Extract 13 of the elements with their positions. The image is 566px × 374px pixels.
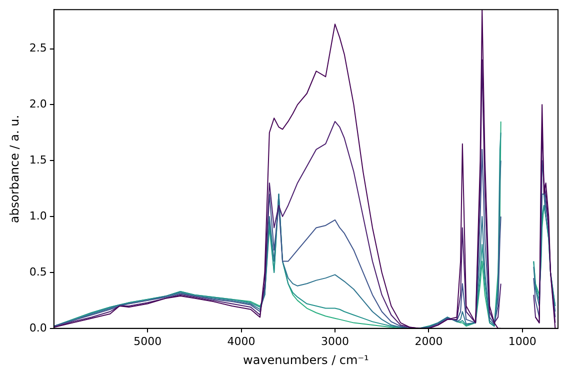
y-tick-label: 0.0 (29, 321, 47, 334)
y-tick-label: 2.5 (29, 42, 47, 55)
y-tick-label: 0.5 (29, 265, 47, 278)
x-tick-label: 3000 (320, 334, 349, 348)
y-tick-label: 1.0 (29, 209, 47, 222)
x-tick-label: 4000 (227, 334, 256, 348)
x-tick-label: 1000 (508, 334, 536, 348)
y-tick-label: 1.5 (29, 153, 47, 166)
x-axis-title: wavenumbers / cm⁻¹ (243, 352, 370, 367)
y-tick-label: 2.0 (29, 98, 47, 111)
x-tick-label: 2000 (414, 334, 443, 348)
y-axis-title: absorbance / a. u. (7, 114, 22, 224)
x-tick-label: 5000 (134, 334, 162, 348)
